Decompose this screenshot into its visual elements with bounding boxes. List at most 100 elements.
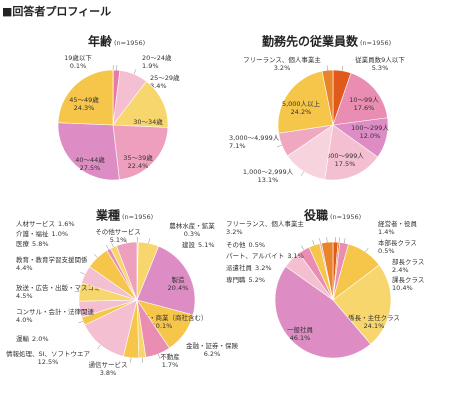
slice-value: 1.7%	[162, 361, 179, 369]
leader-line	[133, 69, 137, 75]
slice-label: コンサル・会計・法律関連	[16, 307, 95, 316]
leader-line	[80, 272, 86, 275]
slice-label: フリーランス、個人事業主	[243, 55, 321, 64]
pie-slice	[332, 72, 388, 126]
chart-title: 年齢	[88, 34, 113, 49]
slice-label: 経営者・役員	[378, 219, 418, 228]
slice-value: 17.6%	[354, 104, 375, 112]
slice-value: 24.3%	[74, 104, 95, 112]
slice-value: 12.5%	[38, 358, 59, 366]
slice-label: 不動産	[160, 352, 180, 361]
leader-line	[312, 240, 315, 246]
slice-value: 3.2%	[226, 228, 243, 236]
slice-value: 3.2%	[255, 264, 272, 272]
leader-line	[365, 247, 369, 253]
chart-subtitle: (n=1956)	[360, 39, 391, 47]
slice-value: 3.1%	[287, 252, 304, 260]
slice-value: 17.5%	[335, 160, 356, 168]
slice-value: 1.0%	[52, 230, 69, 238]
pie-slice	[57, 122, 120, 181]
slice-value: 5.2%	[249, 276, 266, 284]
slice-label: 5,000人以上	[282, 99, 321, 108]
leader-line	[74, 290, 80, 293]
slice-label: 一般社員	[287, 325, 314, 334]
leader-line	[301, 245, 305, 251]
slice-label: 製造	[172, 275, 186, 284]
slice-value: 22.4%	[128, 162, 149, 170]
slice-value: 5.1%	[198, 241, 215, 249]
slice-label: 放送・広告・出版・マスコミ	[16, 283, 101, 292]
slice-value: 24.2%	[291, 108, 312, 116]
pie-slice	[112, 124, 169, 180]
chart-title: 業種	[95, 208, 120, 223]
slice-label: 派遣社員	[226, 263, 253, 272]
slice-label: 45～49歳	[69, 95, 99, 104]
slice-label: 農林水産・鉱業	[169, 221, 215, 230]
slice-label: その他	[226, 240, 246, 249]
slice-label: 100～299人	[351, 124, 389, 132]
leader-line	[74, 309, 80, 311]
pie-slice	[274, 266, 372, 359]
slice-value: 6.2%	[204, 350, 221, 358]
slice-label: 課長クラス	[392, 275, 424, 284]
slice-label: 教育・教育学習支援関係	[16, 255, 88, 264]
pie-slice	[84, 299, 138, 357]
slice-value: 24.1%	[364, 322, 385, 330]
slice-value: 10.1%	[152, 322, 173, 330]
leader-line	[130, 357, 132, 363]
slice-label: 係長・主任クラス	[348, 313, 400, 322]
chart-subtitle: (n=1956)	[330, 213, 361, 221]
slice-label: 建設	[182, 240, 196, 249]
chart-title: 役職	[304, 208, 328, 223]
pie-slice	[116, 241, 138, 301]
slice-label: パート、アルバイト	[226, 252, 284, 260]
slice-label: 10～99人	[349, 96, 379, 104]
pie-slice	[136, 245, 196, 316]
slice-label: 専門職	[226, 275, 246, 284]
slice-value: 3.2%	[274, 64, 291, 72]
leader-line	[97, 344, 101, 350]
slice-label: 35～39歳	[123, 153, 153, 162]
slice-value: 4.0%	[16, 316, 33, 324]
slice-label: 金融・証券・保険	[186, 341, 239, 350]
pie-slice	[324, 124, 379, 181]
slice-label: フリーランス、個人事業主	[226, 219, 304, 228]
slice-value: 0.3%	[184, 230, 201, 238]
slice-label: 本部長クラス	[378, 238, 417, 247]
leader-line	[148, 238, 150, 244]
slice-value: 1.9%	[142, 62, 159, 70]
leader-line	[343, 238, 346, 244]
slice-label: 3,000～4,999人	[229, 134, 280, 142]
leader-line	[93, 253, 98, 258]
slice-value: 1.4%	[378, 228, 395, 236]
slice-value: 2.0%	[32, 335, 49, 343]
leader-line	[111, 242, 114, 248]
slice-value: 46.1%	[290, 334, 311, 342]
slice-label: 25～29歳	[150, 73, 180, 82]
slice-value: 4.4%	[16, 264, 33, 272]
leader-line	[78, 320, 84, 324]
leader-line	[326, 237, 328, 243]
leader-line	[288, 255, 292, 260]
leader-line	[338, 237, 340, 243]
slice-value: 5.3%	[372, 64, 389, 72]
slice-value: 20.4%	[168, 284, 189, 292]
slice-label: 通信サービス	[89, 360, 128, 369]
leader-line	[125, 237, 127, 243]
chart-subtitle: (n=1956)	[122, 213, 153, 221]
slice-value: 10.4%	[392, 284, 413, 292]
slice-label: 部長クラス	[392, 257, 424, 266]
leader-line	[341, 65, 344, 71]
leader-line	[105, 244, 109, 250]
slice-value: 8.4%	[150, 82, 167, 90]
leader-line	[300, 171, 304, 176]
slice-label: 運輸	[16, 334, 30, 343]
slice-label: 1,000～2,999人	[243, 168, 294, 176]
slice-value: 1.6%	[58, 220, 75, 228]
slice-label: 20～24歳	[142, 53, 172, 62]
slice-label: 卸売・小売・商業（商社含む）	[117, 313, 208, 322]
slice-value: 4.5%	[16, 292, 33, 300]
page-header: ■回答者プロフィール	[2, 4, 111, 18]
slice-label: 医療	[16, 239, 30, 248]
slice-label: 19歳以下	[64, 53, 92, 62]
